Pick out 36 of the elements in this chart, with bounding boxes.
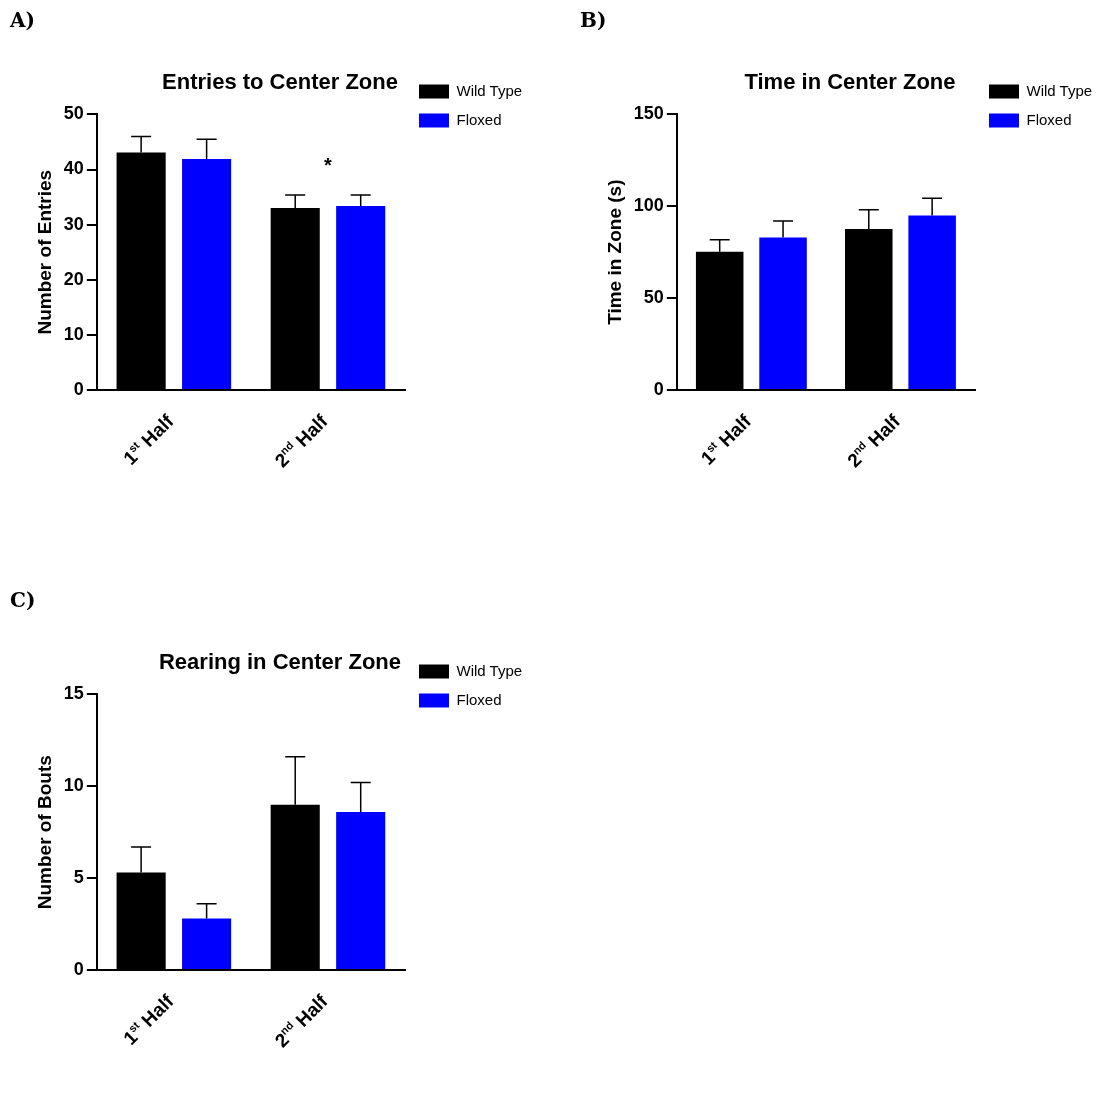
y-tick-label: 15 (63, 683, 84, 704)
text: C) (10, 588, 36, 612)
bar (759, 237, 807, 389)
y-tick-label: 150 (633, 103, 664, 124)
y-tick-label: 5 (73, 867, 84, 888)
legend-label: Floxed (456, 690, 502, 708)
bar (182, 159, 232, 389)
y-tick-label: 10 (63, 323, 84, 344)
chart-title: Time in Center Zone (744, 69, 956, 95)
bar (336, 811, 386, 969)
y-tick-label: 20 (63, 268, 84, 289)
y-axis-title: Number of Bouts (33, 755, 55, 910)
y-tick-label: 10 (63, 775, 84, 796)
legend-label: Wild Type (456, 81, 523, 99)
bar (336, 205, 386, 389)
bar (182, 918, 232, 969)
y-tick-label: 100 (633, 195, 664, 216)
text: A) (10, 8, 35, 32)
annotation: * (324, 154, 333, 177)
y-tick-label: 0 (73, 958, 84, 979)
chart-title: Entries to Center Zone (162, 69, 398, 95)
y-tick-label: 0 (73, 378, 84, 399)
y-axis-title: Time in Zone (s) (603, 179, 625, 325)
chart-title: Rearing in Center Zone (158, 649, 402, 675)
y-tick-label: 50 (643, 287, 664, 308)
legend-label: Wild Type (456, 661, 523, 679)
y-tick-label: 30 (63, 213, 84, 234)
legend-label: Floxed (456, 110, 502, 128)
y-tick-label: 50 (63, 103, 84, 124)
legend-label: Wild Type (1026, 81, 1093, 99)
text: B) (580, 8, 607, 32)
y-tick-label: 40 (63, 158, 84, 179)
y-axis-title: Number of Entries (33, 169, 55, 335)
legend-label: Floxed (1026, 110, 1072, 128)
bar (908, 215, 956, 389)
y-tick-label: 0 (653, 378, 664, 399)
